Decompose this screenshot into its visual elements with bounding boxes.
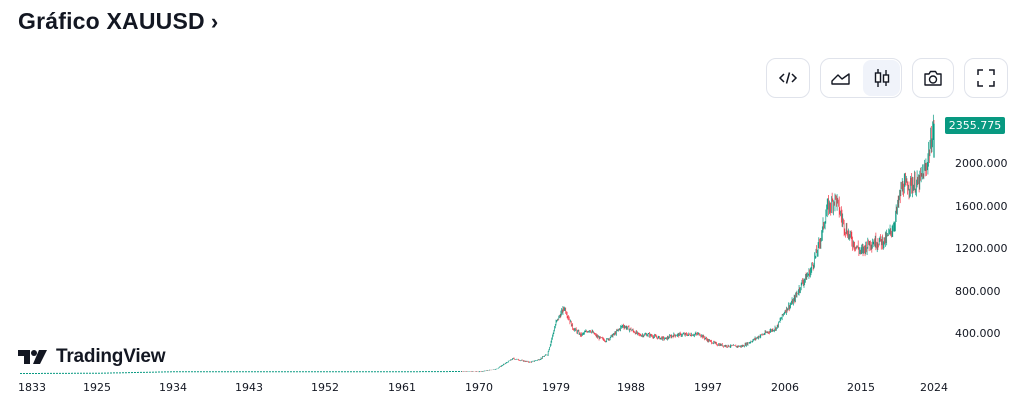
- tradingview-logo[interactable]: TradingView: [18, 346, 166, 368]
- y-tick-label: 800.000: [955, 285, 1001, 298]
- early-price-line: [20, 371, 462, 374]
- page-title[interactable]: Gráfico XAUUSD ›: [18, 8, 218, 35]
- x-tick-label: 1997: [694, 381, 722, 394]
- x-tick-label: 2006: [771, 381, 799, 394]
- area-chart-button[interactable]: [821, 59, 861, 97]
- chart-style-toggle: [820, 58, 902, 98]
- tradingview-logo-icon: [18, 350, 47, 364]
- x-tick-label: 2024: [920, 381, 948, 394]
- x-tick-label: 2015: [847, 381, 875, 394]
- last-price-label: 2355.775: [945, 117, 1005, 134]
- y-tick-label: 1200.000: [955, 242, 1008, 255]
- x-tick-label: 1970: [465, 381, 493, 394]
- x-tick-label: 1943: [235, 381, 263, 394]
- y-tick-label: 2000.000: [955, 157, 1008, 170]
- candlestick-button[interactable]: [863, 60, 900, 96]
- screenshot-button[interactable]: [912, 58, 954, 98]
- x-tick-label: 1833: [18, 381, 46, 394]
- x-tick-label: 1988: [617, 381, 645, 394]
- chevron-right-icon: ›: [210, 8, 219, 34]
- y-tick-label: 1600.000: [955, 200, 1008, 213]
- y-tick-label: 400.000: [955, 327, 1001, 340]
- embed-code-button[interactable]: [766, 58, 810, 98]
- fullscreen-button[interactable]: [964, 58, 1008, 98]
- tradingview-wordmark: TradingView: [56, 346, 166, 367]
- x-tick-label: 1934: [159, 381, 187, 394]
- candlestick-icon: [874, 69, 889, 87]
- fullscreen-icon: [977, 69, 995, 87]
- chart-toolbar: [766, 58, 1010, 100]
- x-tick-label: 1961: [388, 381, 416, 394]
- camera-icon: [924, 70, 942, 86]
- area-chart-icon: [831, 73, 850, 85]
- x-tick-label: 1952: [311, 381, 339, 394]
- embed-code-icon: [778, 72, 798, 84]
- x-tick-label: 1925: [83, 381, 111, 394]
- x-tick-label: 1979: [542, 381, 570, 394]
- page-title-text: Gráfico XAUUSD: [18, 8, 205, 34]
